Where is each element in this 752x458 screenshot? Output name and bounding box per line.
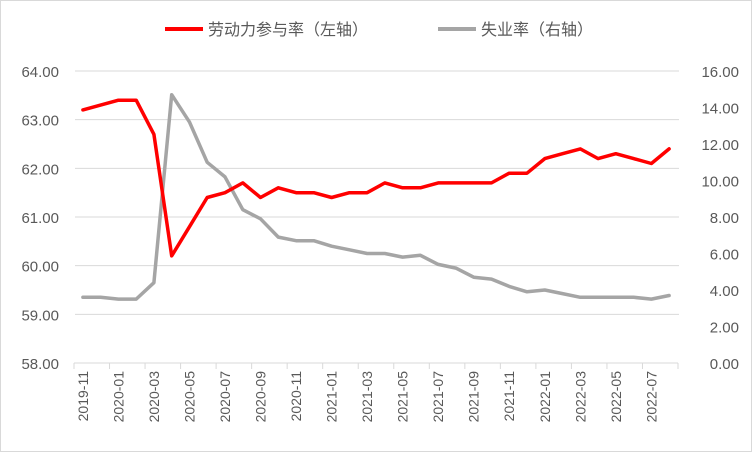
x-tick-label: 2020-09 (253, 371, 269, 423)
left-axis-labels: 58.00 59.00 60.00 61.00 62.00 63.00 64.00 (21, 64, 59, 373)
x-tick-label: 2020-11 (288, 371, 304, 422)
left-axis-tick-label: 61.00 (21, 210, 59, 227)
x-tick-label: 2019-11 (75, 371, 91, 422)
x-tick-label: 2021-11 (501, 371, 517, 422)
legend-item-lfpr: 劳动力参与率（左轴） (165, 21, 368, 39)
x-tick-label: 2021-09 (466, 371, 482, 423)
x-axis: 2019-11 2020-01 2020-03 2020-05 2020-07 2020-… (74, 363, 678, 422)
right-axis-tick-label: 14.00 (701, 101, 739, 118)
right-axis-tick-label: 10.00 (701, 174, 739, 191)
x-tick-label: 2022-07 (643, 371, 659, 423)
series-line-0 (83, 100, 669, 256)
right-axis-tick-label: 0.00 (710, 356, 739, 373)
legend-label-lfpr: 劳动力参与率（左轴） (208, 21, 368, 39)
x-tick-label: 2021-01 (324, 371, 340, 423)
legend: 劳动力参与率（左轴） 失业率（右轴） (165, 21, 593, 39)
right-axis-tick-label: 6.00 (710, 247, 739, 264)
right-axis-tick-label: 16.00 (701, 64, 739, 81)
x-tick-label: 2020-03 (146, 371, 162, 423)
left-axis-tick-label: 59.00 (21, 307, 59, 324)
left-axis-tick-label: 64.00 (21, 64, 59, 81)
right-axis-labels: 0.00 2.00 4.00 6.00 8.00 10.00 12.00 14.00 16.00 (701, 64, 739, 373)
right-axis-tick-label: 2.00 (710, 320, 739, 337)
legend-item-unemployment: 失业率（右轴） (438, 21, 593, 39)
right-axis-tick-label: 12.00 (701, 137, 739, 154)
legend-label-unemployment: 失业率（右轴） (481, 21, 593, 39)
x-tick-label: 2020-07 (217, 371, 233, 423)
x-tick-label: 2022-03 (572, 371, 588, 423)
left-axis-tick-label: 60.00 (21, 259, 59, 276)
x-tick-label: 2022-05 (608, 371, 624, 423)
x-tick-label: 2020-05 (181, 371, 197, 423)
x-tick-label: 2021-03 (359, 371, 375, 423)
left-axis-tick-label: 63.00 (21, 113, 59, 130)
x-tick-label: 2021-07 (430, 371, 446, 423)
x-tick-label: 2020-01 (110, 371, 126, 423)
right-axis-tick-label: 4.00 (710, 283, 739, 300)
series-line-1 (83, 95, 669, 299)
x-tick-label: 2022-01 (537, 371, 553, 423)
left-axis-tick-label: 62.00 (21, 161, 59, 178)
left-axis-tick-label: 58.00 (21, 356, 59, 373)
x-tick-label: 2021-05 (395, 371, 411, 423)
series-lines (83, 95, 669, 300)
right-axis-tick-label: 8.00 (710, 210, 739, 227)
gridlines (75, 71, 679, 314)
